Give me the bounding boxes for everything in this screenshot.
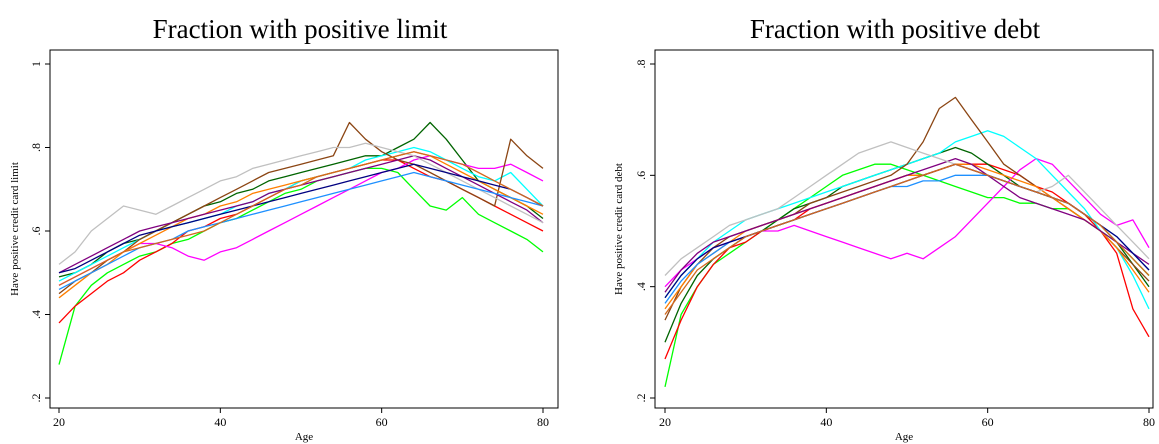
right-x-tick-label: 40 (820, 415, 832, 429)
left-y-axis-label: Have positive credit card limit (9, 162, 21, 296)
left-chart: 20 40 60 80 .2 .4 .6 .8 1 Age Have positive credit… (9, 49, 559, 443)
right-chart: 20 40 60 80 .2 .4 .6 .8 Age Have positive credit … (613, 49, 1155, 443)
right-y-tick-label: .4 (634, 282, 648, 291)
left-y-tick-label: .4 (29, 310, 43, 319)
right-series-group (664, 96, 1150, 388)
left-series-line-0 (58, 167, 544, 365)
left-x-axis-label: Age (295, 431, 313, 443)
right-y-axis-label: Have positive credit card debt (613, 163, 625, 295)
right-series-line-7 (664, 157, 1150, 293)
left-x-tick-label: 20 (53, 415, 65, 429)
left-y-tick-label: .8 (29, 143, 43, 152)
left-series-line-5 (58, 121, 544, 295)
left-x-tick-label: 80 (537, 415, 549, 429)
right-y-tick-label: .6 (634, 171, 648, 180)
right-y-tick-label: .2 (634, 394, 648, 403)
right-series-line-8 (664, 141, 1150, 276)
right-series-line-11 (664, 163, 1150, 315)
left-series-line-11 (58, 151, 544, 286)
left-series-line-6 (58, 151, 544, 299)
right-x-tick-label: 60 (982, 415, 994, 429)
right-x-tick-label: 80 (1143, 415, 1155, 429)
left-y-tick-label: 1 (29, 61, 43, 67)
left-x-tick-label: 40 (214, 415, 226, 429)
left-chart-title: Fraction with positive limit (152, 14, 448, 44)
left-y-tick-label: .6 (29, 227, 43, 236)
right-chart-title: Fraction with positive debt (749, 14, 1041, 44)
left-plot-frame (49, 49, 559, 409)
left-x-tick-label: 60 (376, 415, 388, 429)
left-y-tick-label: .2 (29, 394, 43, 403)
right-x-tick-label: 20 (659, 415, 671, 429)
right-plot-frame (654, 49, 1154, 409)
right-y-tick-label: .8 (634, 60, 648, 69)
left-series-line-8 (58, 142, 544, 265)
left-series-group (58, 121, 544, 365)
left-series-line-10 (58, 163, 544, 274)
right-x-axis-label: Age (895, 431, 913, 443)
